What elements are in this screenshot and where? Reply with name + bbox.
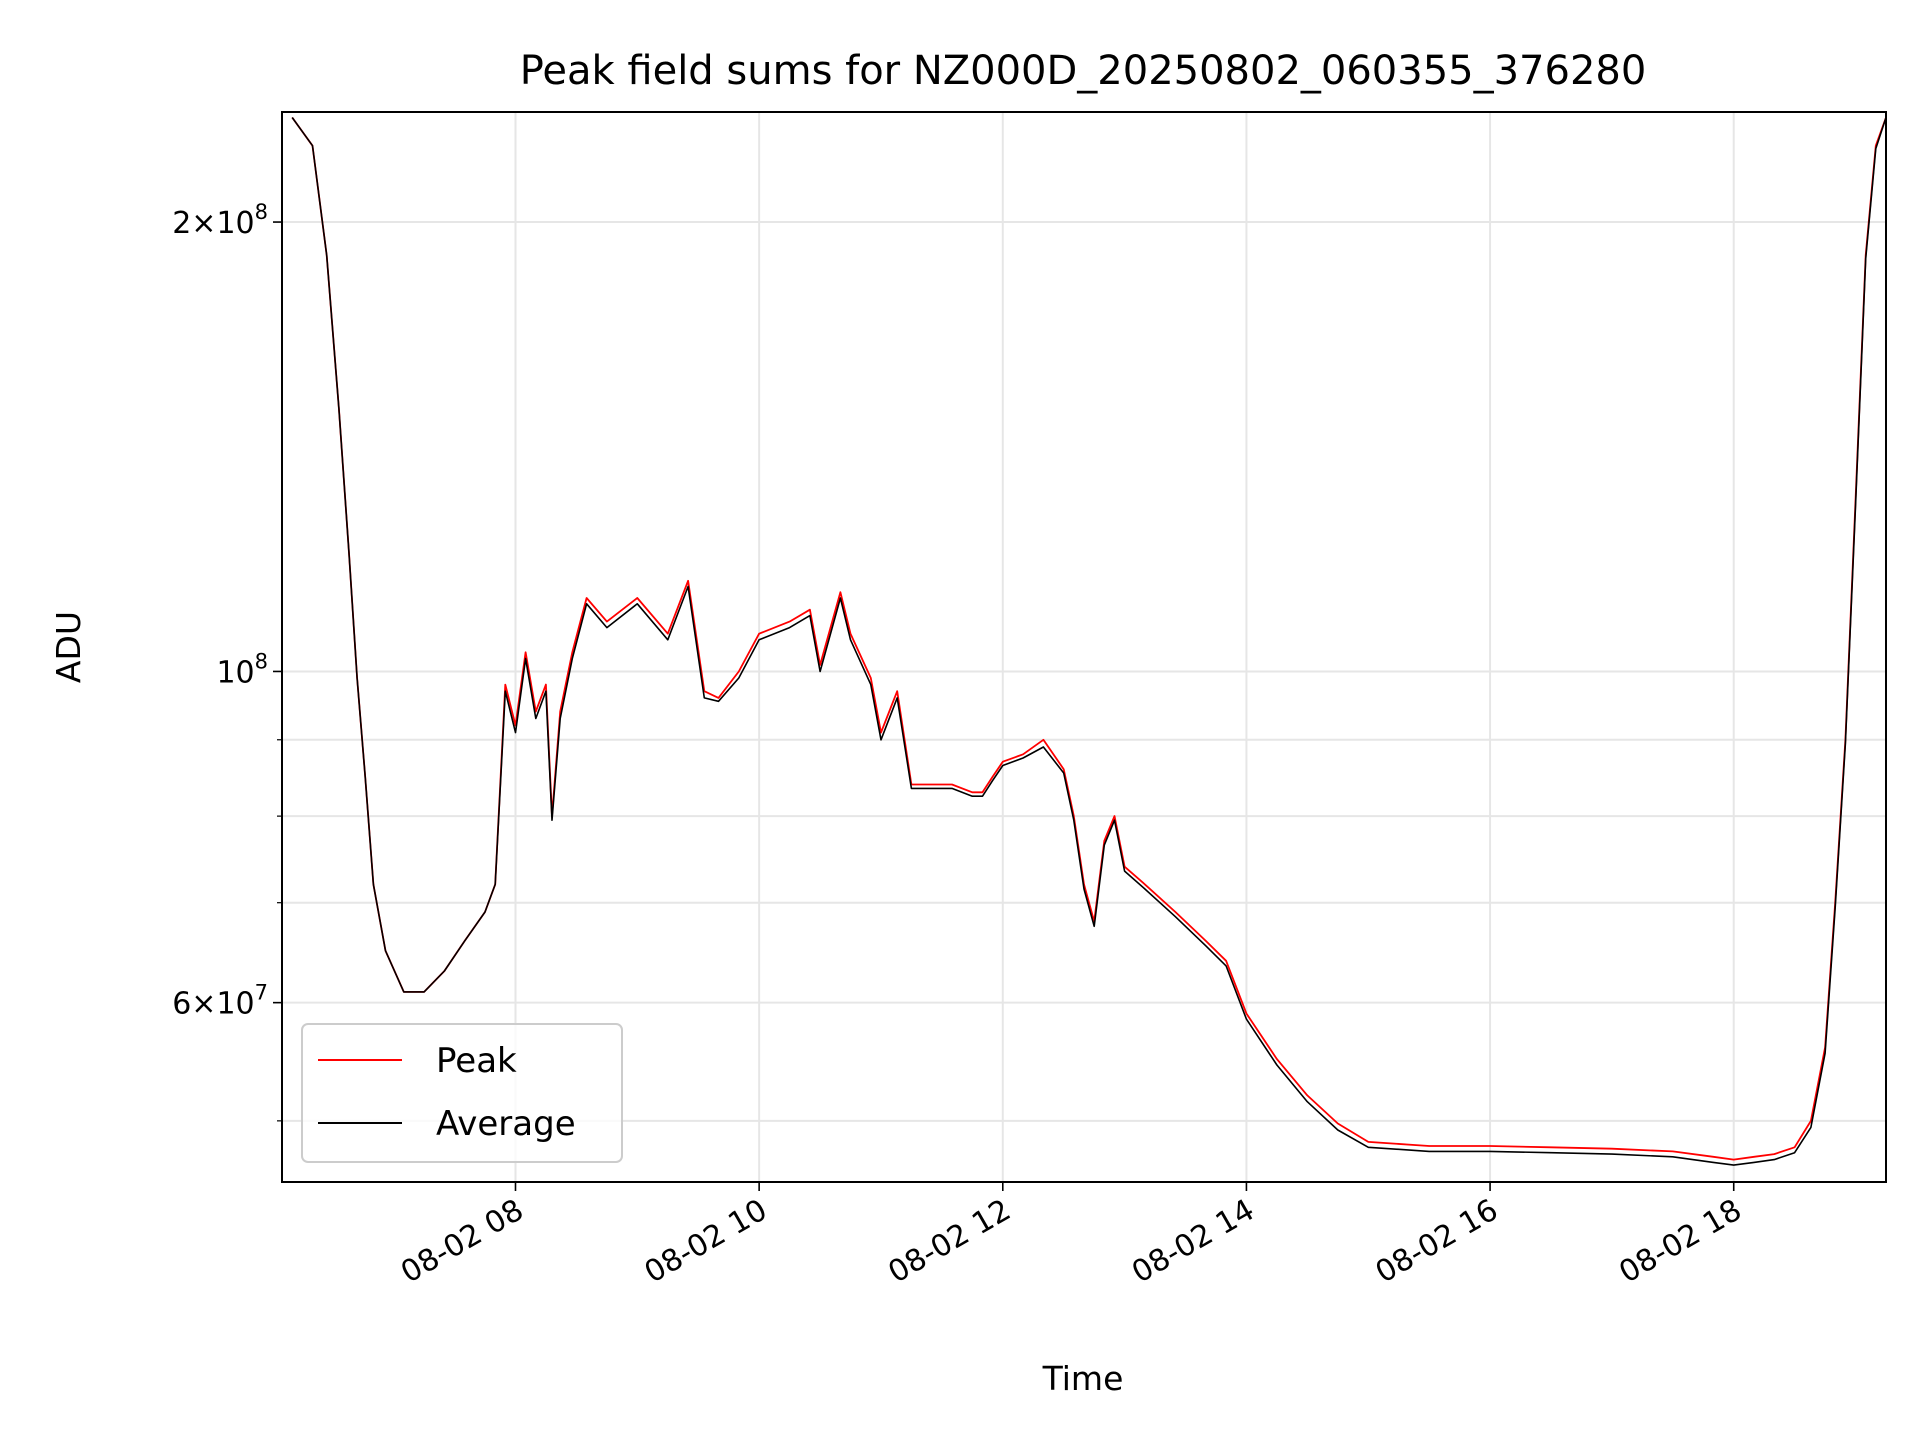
series-line-average [291,117,1886,1166]
y-tick-label: 2×108 [172,200,268,241]
x-axis: 08-02 08 08-02 10 08-02 12 08-02 14 08-02 16… [395,1182,1748,1290]
x-tick-label: 08-02 08 [395,1193,529,1291]
y-tick-label: 108 [216,649,268,690]
grid-lines [282,112,1886,1182]
legend: Peak Average [301,1023,623,1163]
legend-label-peak: Peak [436,1041,517,1081]
legend-box [301,1023,623,1163]
x-axis-label: Time [1042,1359,1124,1398]
plot-area [281,111,1887,1183]
chart-title: Peak field sums for NZ000D_20250802_0603… [520,48,1647,94]
y-axis: 2×108 108 6×107 [172,200,282,1122]
series-layer [291,116,1886,1166]
x-tick-label: 08-02 14 [1126,1193,1260,1291]
x-tick-label: 08-02 16 [1370,1193,1504,1291]
plot-frame [281,111,1887,1183]
x-tick-label: 08-02 12 [882,1193,1016,1291]
y-tick-label: 6×107 [172,981,268,1022]
x-tick-label: 08-02 18 [1613,1193,1747,1291]
legend-label-average: Average [436,1104,576,1144]
x-tick-label: 08-02 10 [639,1193,773,1291]
y-axis-label: ADU [49,611,88,683]
